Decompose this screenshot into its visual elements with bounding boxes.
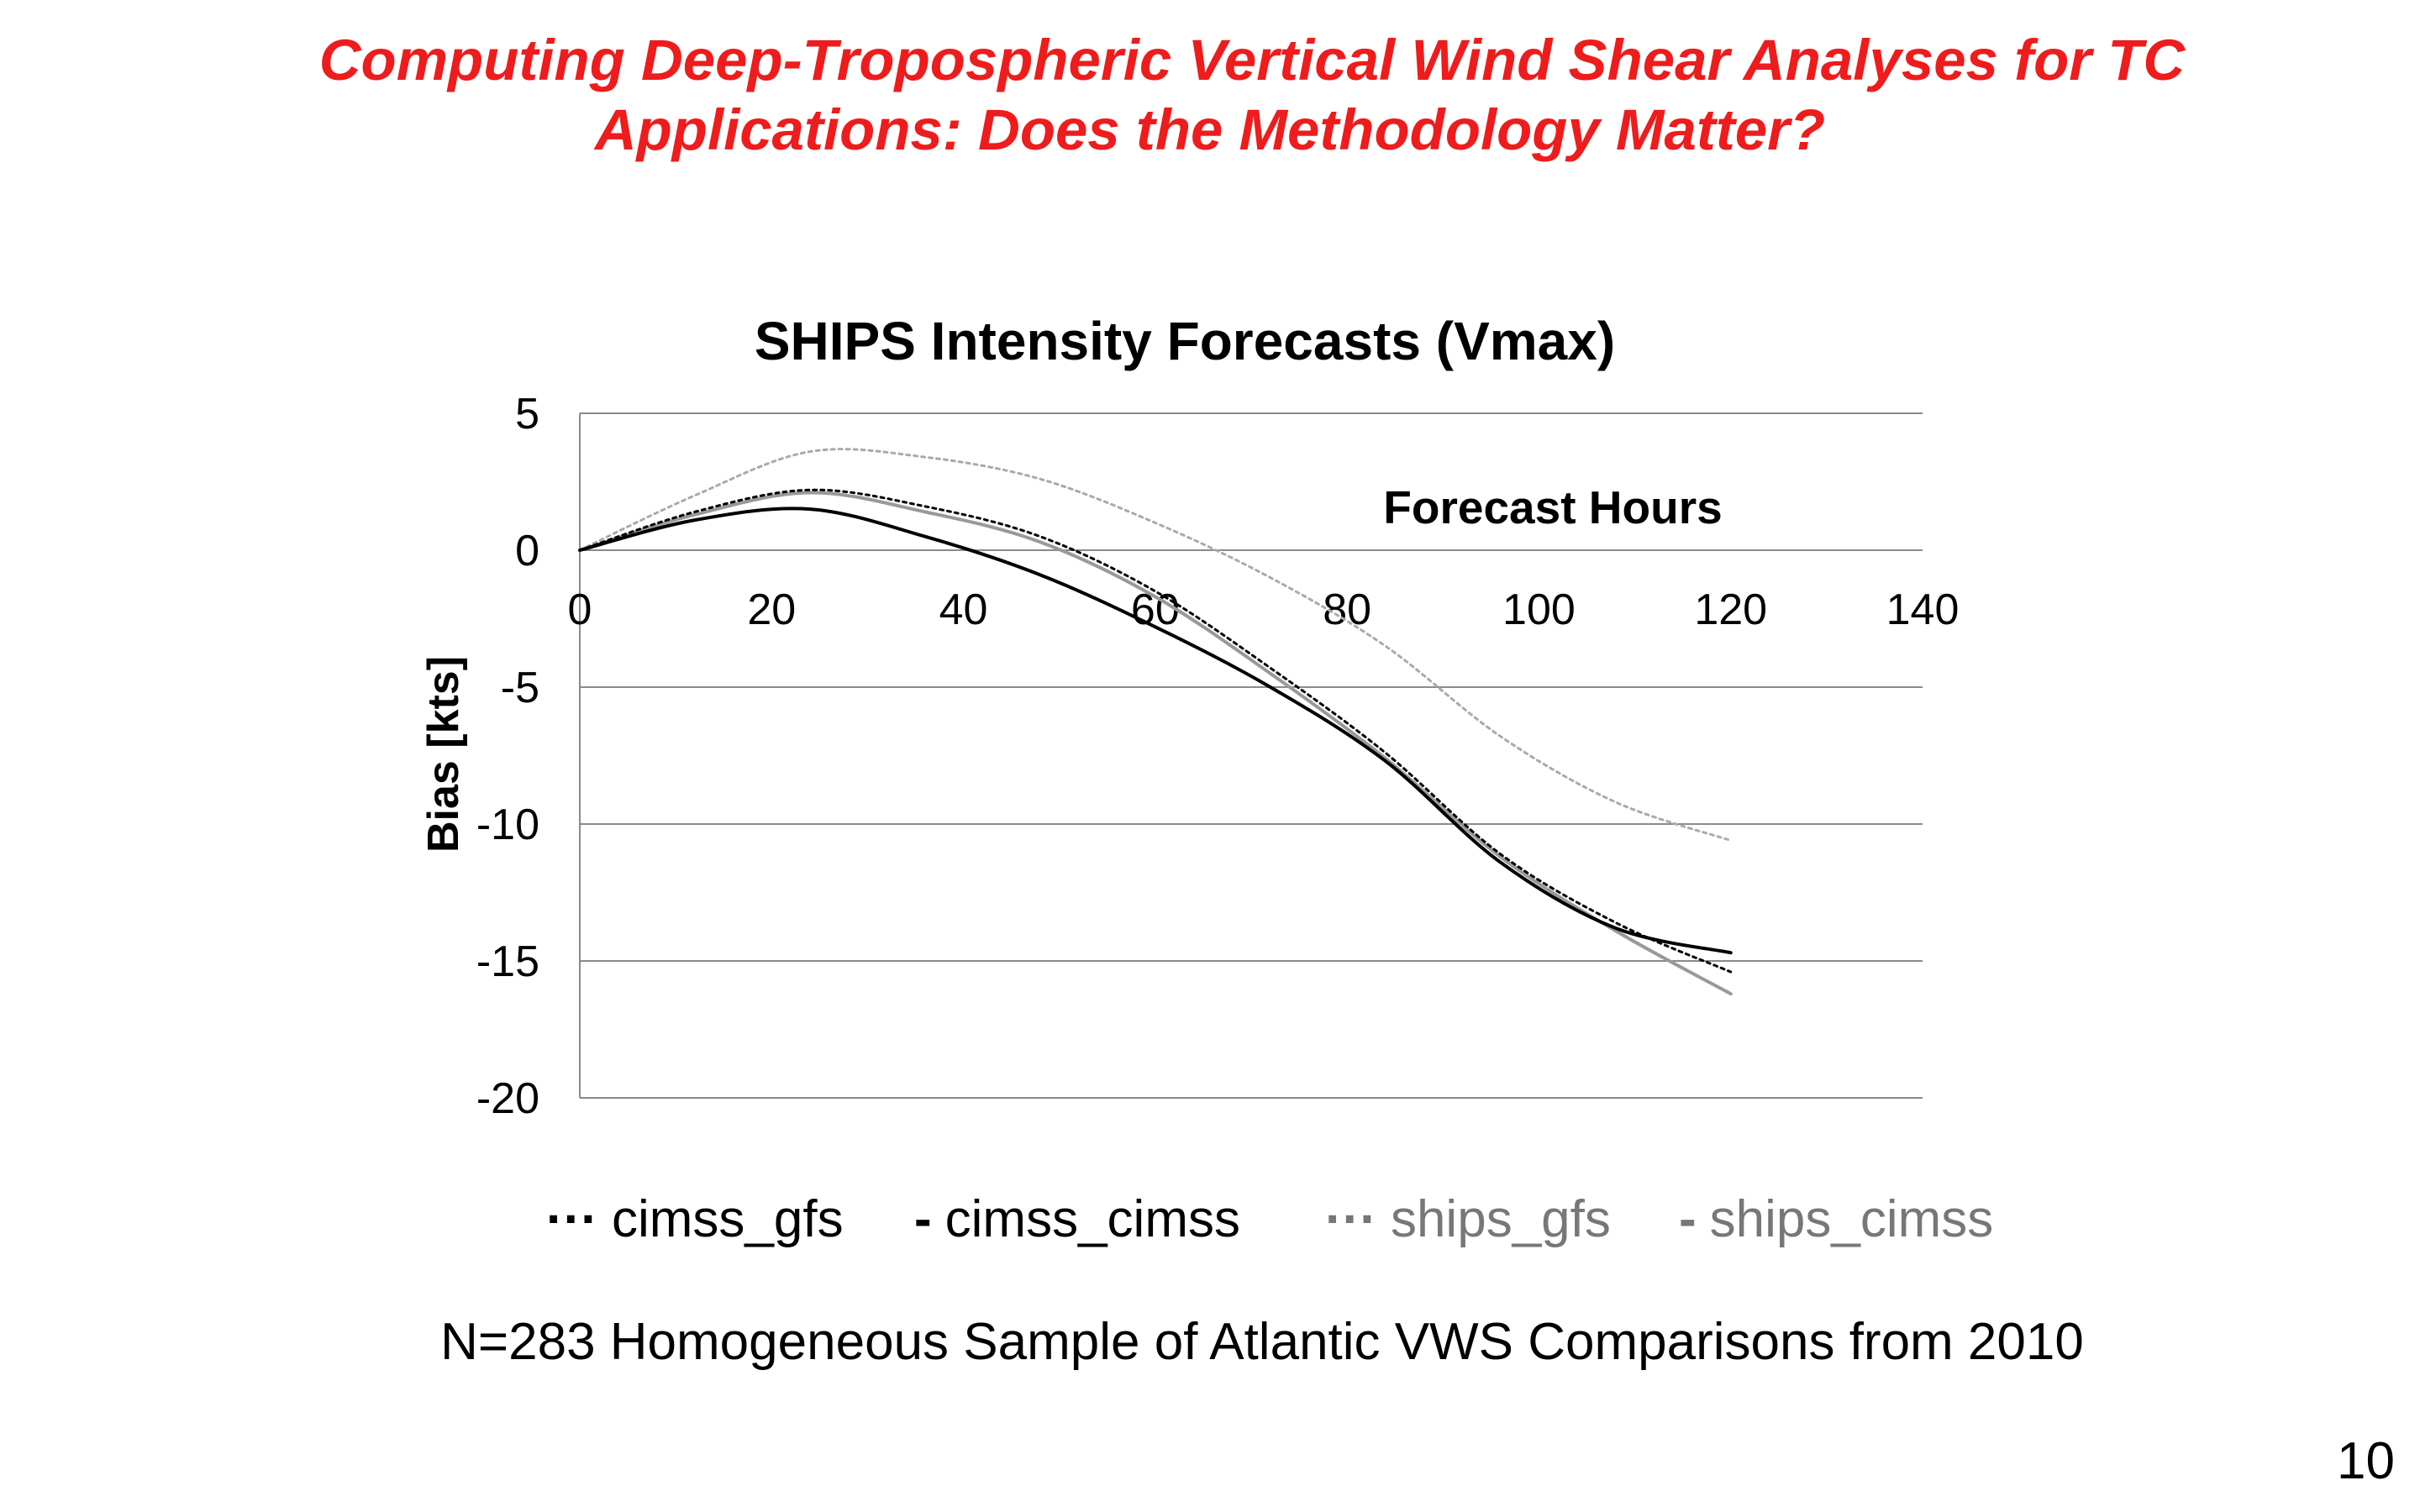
x-tick-label: 40 (939, 585, 988, 634)
x-axis-label: Forecast Hours (1383, 481, 1722, 533)
page-number: 10 (2337, 1432, 2395, 1490)
series-line-cimss-cimss (578, 507, 1733, 955)
x-tick-label: 140 (1886, 585, 1960, 634)
axes (579, 413, 1923, 1098)
legend-item-ships-gfs: ··· ships_gfs (1325, 1186, 1611, 1253)
slide-title-line-1: Computing Deep-Tropospheric Vertical Win… (318, 28, 2186, 92)
x-tick-label: 20 (747, 585, 796, 634)
x-tick-label: 0 (568, 585, 592, 634)
legend-item-cimss-cimss: - cimss_cimss (914, 1186, 1240, 1253)
y-tick-label: 0 (515, 527, 539, 575)
legend: ··· cimss_gfs - cimss_cimss ··· ships_gfs -… (0, 1186, 2420, 1253)
y-tick-label: -10 (476, 801, 539, 849)
legend-marker-dotted: ··· (546, 1190, 598, 1248)
legend-marker-dotted: ··· (1325, 1190, 1377, 1248)
legend-marker-solid: - (1679, 1190, 1697, 1248)
legend-label: ships_gfs (1390, 1190, 1611, 1248)
legend-label: cimss_gfs (611, 1190, 844, 1248)
x-tick-label: 120 (1694, 585, 1767, 634)
legend-label: cimss_cimss (944, 1190, 1240, 1248)
slide-title-line-2: Applications: Does the Methodology Matte… (594, 97, 1826, 162)
y-tick-label: -5 (501, 664, 539, 712)
series-line-ships-cimss (578, 491, 1733, 996)
legend-marker-solid: - (914, 1190, 932, 1248)
slide-title: Computing Deep-Tropospheric Vertical Win… (0, 25, 2420, 165)
y-axis-label: Bias [kts] (419, 656, 468, 853)
y-tick-label: -15 (476, 937, 539, 986)
series-line-ships-gfs (578, 448, 1733, 843)
footnote-text: N=283 Homogeneous Sample of Atlantic VWS… (440, 1313, 2084, 1371)
series-line-cimss-gfs (578, 488, 1733, 974)
legend-item-ships-cimss: - ships_cimss (1679, 1186, 1993, 1253)
legend-label: ships_cimss (1709, 1190, 1994, 1248)
y-tick-label: 5 (515, 390, 539, 438)
series-lines (578, 448, 1733, 996)
footnote: N=283 Homogeneous Sample of Atlantic VWS… (0, 1309, 2420, 1376)
x-tick-label: 100 (1502, 585, 1576, 634)
legend-item-cimss-gfs: ··· cimss_gfs (546, 1186, 844, 1253)
chart-title: SHIPS Intensity Forecasts (Vmax) (755, 311, 1615, 371)
y-tick-label: -20 (476, 1074, 539, 1123)
gridlines (580, 412, 1923, 1099)
tick-labels: 50-5-10-15-200 20 40 60 80 100 120 140 (476, 390, 1960, 1123)
x-tick-label: 80 (1323, 585, 1371, 634)
